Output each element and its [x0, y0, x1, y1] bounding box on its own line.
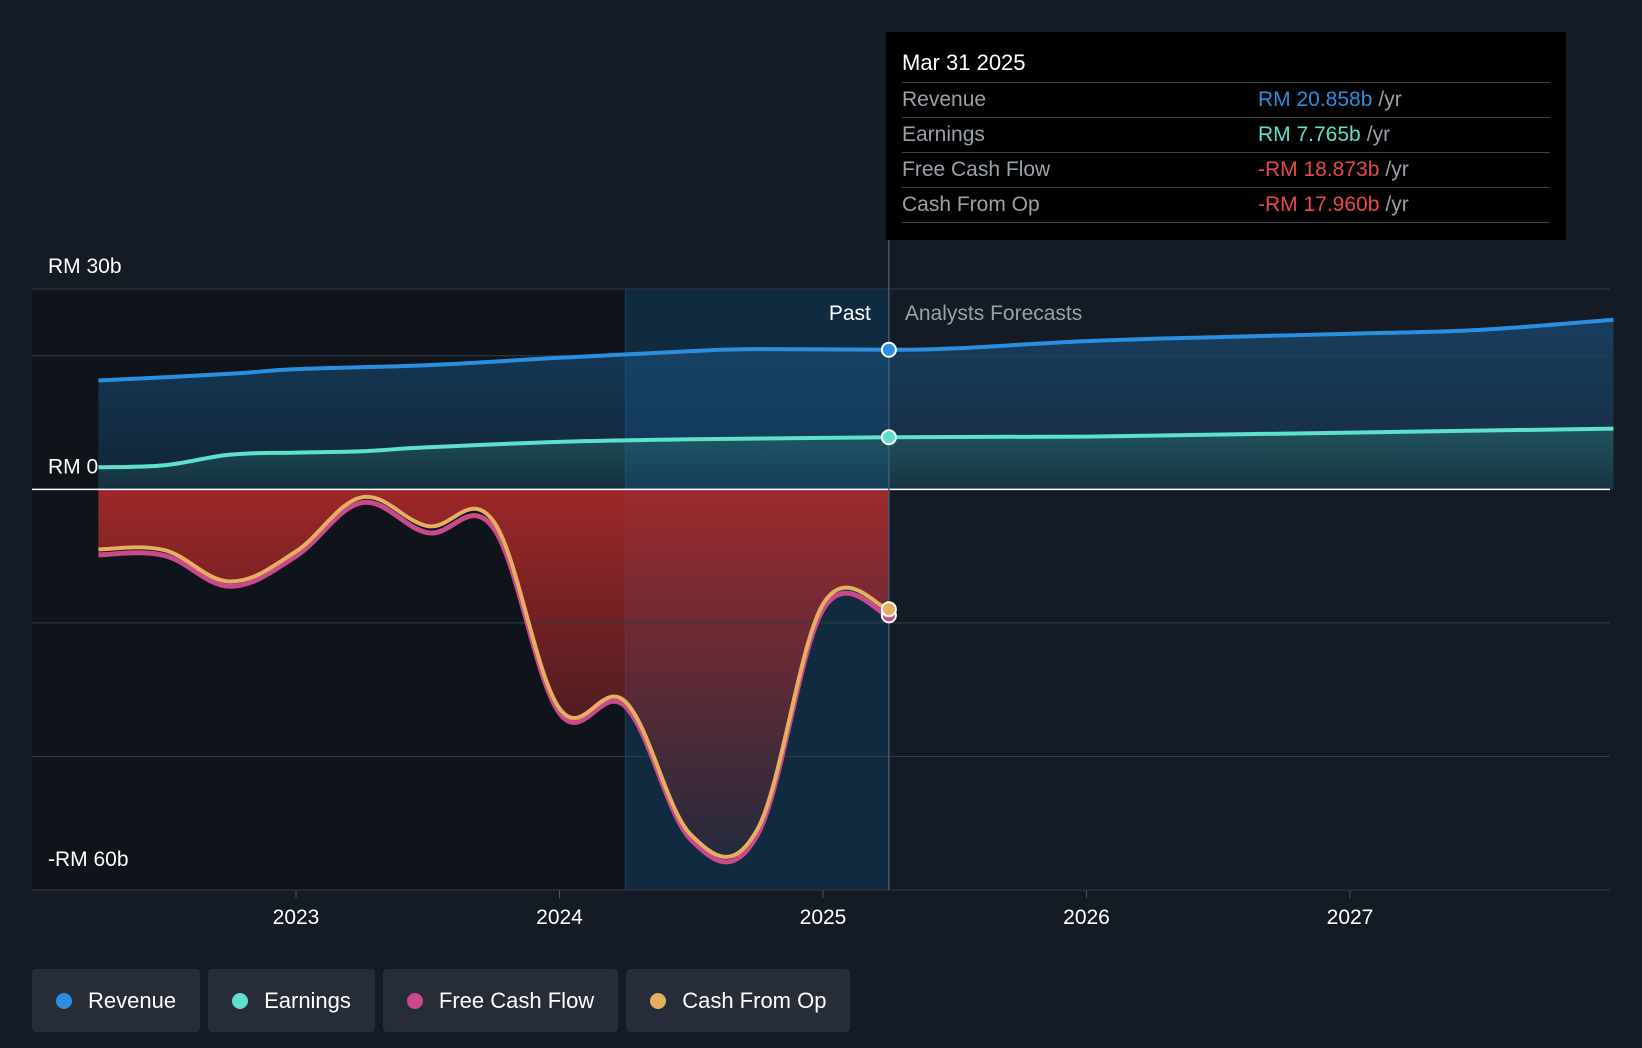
past-label: Past	[829, 302, 871, 325]
x-tick-label: 2023	[273, 906, 320, 929]
tooltip-value: -RM 17.960b	[1258, 193, 1380, 216]
x-tick-label: 2027	[1327, 906, 1374, 929]
tooltip-unit: /yr	[1378, 88, 1402, 111]
legend-label: Earnings	[264, 987, 351, 1013]
y-axis-label: -RM 60b	[48, 848, 129, 871]
tooltip-row-earnings: Earnings RM 7.765b /yr	[902, 118, 1550, 153]
legend-dot-icon	[56, 992, 72, 1009]
tooltip-value: -RM 18.873b	[1258, 158, 1380, 181]
cash-from-op-line	[98, 494, 890, 859]
legend-dot-icon	[406, 992, 423, 1009]
forecast-label: Analysts Forecasts	[905, 302, 1082, 325]
tooltip-row-free-cash-flow: Free Cash Flow -RM 18.873b /yr	[902, 153, 1550, 188]
legend-item-earnings[interactable]: Earnings	[208, 969, 375, 1032]
tooltip-label: Earnings	[902, 123, 985, 146]
legend-item-free-cash-flow[interactable]: Free Cash Flow	[382, 969, 619, 1032]
cash-from-op-marker	[880, 601, 897, 618]
tooltip-panel: Mar 31 2025 Revenue RM 20.858b /yr Earni…	[886, 32, 1566, 240]
legend: Revenue Earnings Free Cash Flow Cash Fro…	[32, 969, 851, 1032]
cash-flow-area	[98, 489, 889, 857]
legend-label: Cash From Op	[682, 987, 827, 1013]
earnings-area	[98, 428, 1614, 490]
tooltip-value: RM 20.858b	[1258, 88, 1373, 111]
tooltip-row-revenue: Revenue RM 20.858b /yr	[902, 83, 1550, 118]
tooltip-value: RM 7.765b	[1258, 123, 1361, 146]
legend-dot-icon	[650, 992, 667, 1009]
tooltip-date: Mar 31 2025	[902, 46, 1550, 83]
tooltip-row-cash-from-op: Cash From Op -RM 17.960b /yr	[902, 188, 1550, 223]
tooltip-unit: /yr	[1385, 193, 1409, 216]
earnings-line	[98, 426, 1614, 470]
x-tick-label: 2024	[536, 906, 583, 929]
revenue-line	[98, 317, 1614, 383]
legend-item-revenue[interactable]: Revenue	[32, 969, 201, 1032]
revenue-marker	[880, 341, 897, 358]
tooltip-label: Revenue	[902, 88, 987, 111]
tooltip-unit: /yr	[1385, 158, 1409, 181]
x-tick-label: 2026	[1063, 906, 1110, 929]
legend-label: Revenue	[88, 987, 177, 1013]
tooltip-label: Free Cash Flow	[902, 158, 1051, 181]
legend-item-cash-from-op[interactable]: Cash From Op	[626, 969, 851, 1032]
legend-dot-icon	[232, 992, 249, 1009]
tooltip-label: Cash From Op	[902, 193, 1040, 216]
earnings-marker	[880, 429, 897, 446]
legend-label: Free Cash Flow	[438, 987, 595, 1013]
y-axis-label: RM 0	[48, 455, 98, 478]
x-tick-label: 2025	[800, 906, 847, 929]
tooltip-unit: /yr	[1366, 123, 1391, 146]
y-axis-label: RM 30b	[48, 255, 122, 278]
